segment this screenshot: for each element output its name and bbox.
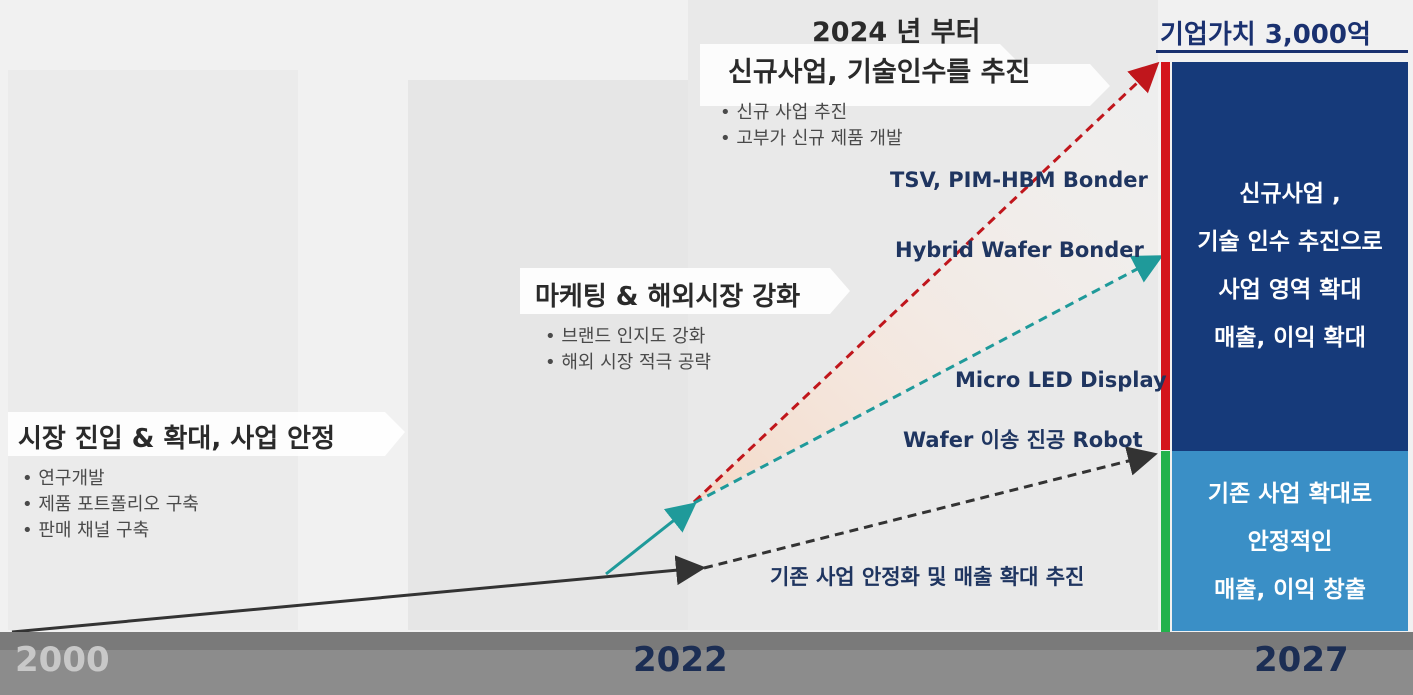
bullets-2024: 신규 사업 추진 고부가 신규 제품 개발 <box>720 100 903 152</box>
bullet-item: 신규 사업 추진 <box>720 100 903 126</box>
label-micro-led: Micro LED Display <box>955 368 1167 392</box>
box-line: 신규사업 , <box>1239 181 1341 207</box>
banner-shape-entry <box>8 412 405 456</box>
bullet-item: 연구개발 <box>22 466 199 492</box>
bullet-item: 제품 포트폴리오 구축 <box>22 492 198 518</box>
corporate-value-underline <box>1156 50 1408 53</box>
box-line: 매출, 이익 창출 <box>1214 577 1366 603</box>
banner-market-entry: 시장 진입 & 확대, 사업 안정 <box>18 424 336 454</box>
box-line: 안정적인 <box>1247 529 1333 555</box>
corporate-value-title: 기업가치 3,000억 <box>1160 20 1371 50</box>
label-base-business: 기존 사업 안정화 및 매출 확대 추진 <box>770 565 1085 589</box>
new-business-text: 신규사업 , 기술 인수 추진으로 사업 영역 확대 매출, 이익 확대 <box>1172 170 1408 362</box>
label-tsv-bonder: TSV, PIM-HBM Bonder <box>890 168 1148 192</box>
green-bar <box>1161 451 1170 632</box>
banner-2024-line2: 신규사업, 기술인수를 추진 <box>728 57 1031 88</box>
label-hybrid-bonder: Hybrid Wafer Bonder <box>895 238 1144 262</box>
banner-2024-line1: 2024 년 부터 <box>812 17 981 48</box>
bullet-item: 브랜드 인지도 강화 <box>545 324 711 350</box>
existing-business-text: 기존 사업 확대로 안정적인 매출, 이익 창출 <box>1172 470 1408 614</box>
arrow-base-dashed <box>703 446 1158 570</box>
arrow-teal-solid <box>605 502 697 576</box>
bullets-entry: 연구개발 제품 포트폴리오 구축 판매 채널 구축 <box>22 466 199 544</box>
box-line: 매출, 이익 확대 <box>1214 325 1366 351</box>
banner-shape-marketing <box>520 268 850 314</box>
arrow-base-solid <box>11 555 706 634</box>
bullet-item: 고부가 신규 제품 개발 <box>720 126 902 152</box>
bullet-item: 해외 시장 적극 공략 <box>545 350 711 376</box>
bullet-item: 판매 채널 구축 <box>22 518 199 544</box>
red-bar <box>1161 62 1170 450</box>
banner-marketing: 마케팅 & 해외시장 강화 <box>535 282 801 312</box>
box-line: 기술 인수 추진으로 <box>1197 229 1383 255</box>
box-line: 사업 영역 확대 <box>1218 277 1362 303</box>
arrow-red-dashed <box>692 61 1160 504</box>
arrow-teal-dashed <box>693 255 1164 505</box>
timeline-bar-top <box>0 632 1413 650</box>
banner-shape-2024 <box>700 44 1110 106</box>
box-line: 기존 사업 확대로 <box>1207 481 1373 507</box>
year-2027: 2027 <box>1254 640 1349 680</box>
year-2022: 2022 <box>633 640 728 680</box>
new-business-box <box>1172 62 1408 451</box>
label-wafer-robot: Wafer 이송 진공 Robot <box>903 428 1143 452</box>
existing-business-box <box>1172 451 1408 631</box>
year-2000: 2000 <box>15 640 110 680</box>
bullets-marketing: 브랜드 인지도 강화 해외 시장 적극 공략 <box>545 324 711 376</box>
